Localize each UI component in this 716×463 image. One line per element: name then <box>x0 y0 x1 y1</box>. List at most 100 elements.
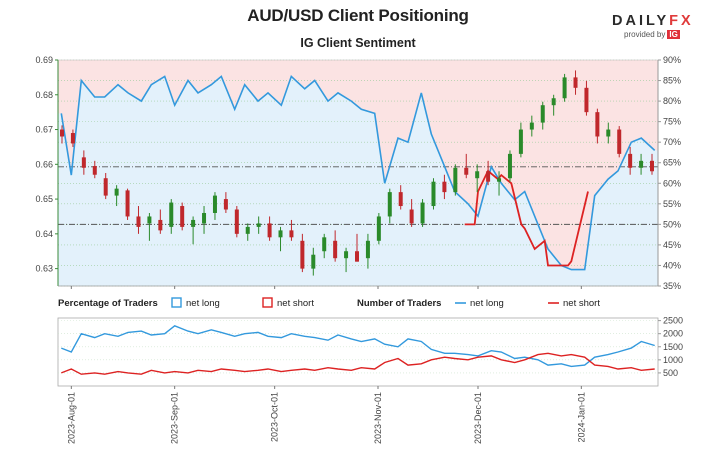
candle <box>322 233 327 259</box>
candle <box>453 164 458 196</box>
chart-title: AUD/USD Client Positioning <box>247 6 469 25</box>
candle <box>267 216 272 241</box>
pct-tick-label: 60% <box>663 178 681 188</box>
x-tick-label: 2024-Jan-01 <box>576 392 586 443</box>
candle <box>617 126 622 158</box>
pct-tick-label: 80% <box>663 96 681 106</box>
candle-body <box>365 240 370 259</box>
candle <box>60 125 64 144</box>
candle <box>584 80 589 116</box>
candle <box>365 233 370 269</box>
candle <box>628 146 633 175</box>
net-long-pct-line <box>60 74 656 271</box>
candle-body <box>420 202 425 224</box>
candle <box>344 247 349 273</box>
pct-tick-label: 45% <box>663 240 681 250</box>
candle-body <box>562 77 567 99</box>
pct-tick-label: 40% <box>663 260 681 270</box>
traders-tick-label: 2000 <box>663 329 683 339</box>
price-tick-label: 0.64 <box>35 229 53 239</box>
candle-body <box>355 251 359 262</box>
legend-long-swatch <box>171 297 182 308</box>
legend-num-heading: Number of Traders <box>357 298 441 309</box>
candle <box>289 219 294 241</box>
candle <box>442 174 447 200</box>
candle-body <box>453 167 458 193</box>
pct-tick-label: 50% <box>663 219 681 229</box>
candle-body <box>92 166 97 175</box>
candle <box>486 160 491 186</box>
candle-body <box>147 216 152 224</box>
candle-body <box>136 216 141 227</box>
candle-body <box>223 199 228 210</box>
price-tick-label: 0.67 <box>35 125 53 135</box>
pct-tick-label: 85% <box>663 76 681 86</box>
net-short-traders-line <box>61 352 655 375</box>
candle <box>409 199 414 227</box>
candle-body <box>70 133 75 144</box>
candle <box>169 199 174 234</box>
candle <box>606 122 611 144</box>
candle-body <box>103 178 108 196</box>
candle-body <box>409 209 414 224</box>
candle <box>158 209 163 234</box>
candle-body <box>617 129 622 154</box>
x-tick-label: 2023-Dec-01 <box>473 392 483 444</box>
candle-body <box>278 230 283 238</box>
candle-body <box>300 240 305 269</box>
legend-pct-heading: Percentage of Traders <box>58 298 158 309</box>
candle <box>333 230 338 262</box>
candle <box>256 216 261 234</box>
candle-body <box>125 190 130 217</box>
candle <box>202 206 207 234</box>
candle <box>147 212 152 241</box>
dailyfx-logo: DAILYFX provided by IG <box>612 12 696 42</box>
logo-word: DAILYFX <box>612 13 694 29</box>
candle-body <box>376 216 381 241</box>
candle <box>278 226 283 252</box>
price-tick-label: 0.65 <box>35 194 53 204</box>
candle <box>103 173 108 200</box>
candle-body <box>158 219 163 231</box>
candle <box>540 101 545 130</box>
traders-tick-label: 1500 <box>663 342 683 352</box>
candle-body <box>267 223 272 238</box>
candle <box>70 129 75 147</box>
candle <box>355 233 359 262</box>
candle-body <box>234 209 239 234</box>
traders-tick-label: 1000 <box>663 355 683 365</box>
net-long-traders-line <box>61 325 655 368</box>
candle <box>639 153 644 175</box>
candle-body <box>245 226 250 234</box>
legend-num-long-label: net long <box>470 298 504 309</box>
candle-body <box>180 206 185 227</box>
candle <box>398 185 403 210</box>
candle <box>81 150 86 175</box>
traders-panel-frame <box>57 317 659 387</box>
candle <box>562 73 567 102</box>
candle-body <box>333 240 338 259</box>
candle-body <box>114 188 119 196</box>
candle <box>223 192 228 213</box>
price-tick-label: 0.68 <box>35 90 53 100</box>
net-short-pct-line <box>464 169 589 267</box>
pct-tick-label: 35% <box>663 281 681 291</box>
candle <box>180 202 185 231</box>
candle-body <box>606 129 611 137</box>
candle <box>650 153 654 175</box>
candle-body <box>398 192 403 207</box>
candle-body <box>464 167 469 175</box>
pct-tick-label: 75% <box>663 117 681 127</box>
candle <box>376 212 381 245</box>
candle-body <box>518 129 523 154</box>
candle-body <box>191 219 196 227</box>
candle-body <box>650 160 654 172</box>
x-tick-label: 2023-Oct-01 <box>270 392 280 442</box>
candle <box>497 171 502 196</box>
pct-tick-label: 65% <box>663 158 681 168</box>
price-tick-label: 0.66 <box>35 159 53 169</box>
chart-subtitle: IG Client Sentiment <box>300 36 416 50</box>
candle <box>300 233 305 273</box>
candle <box>420 199 425 227</box>
legend-short-swatch <box>262 297 273 308</box>
